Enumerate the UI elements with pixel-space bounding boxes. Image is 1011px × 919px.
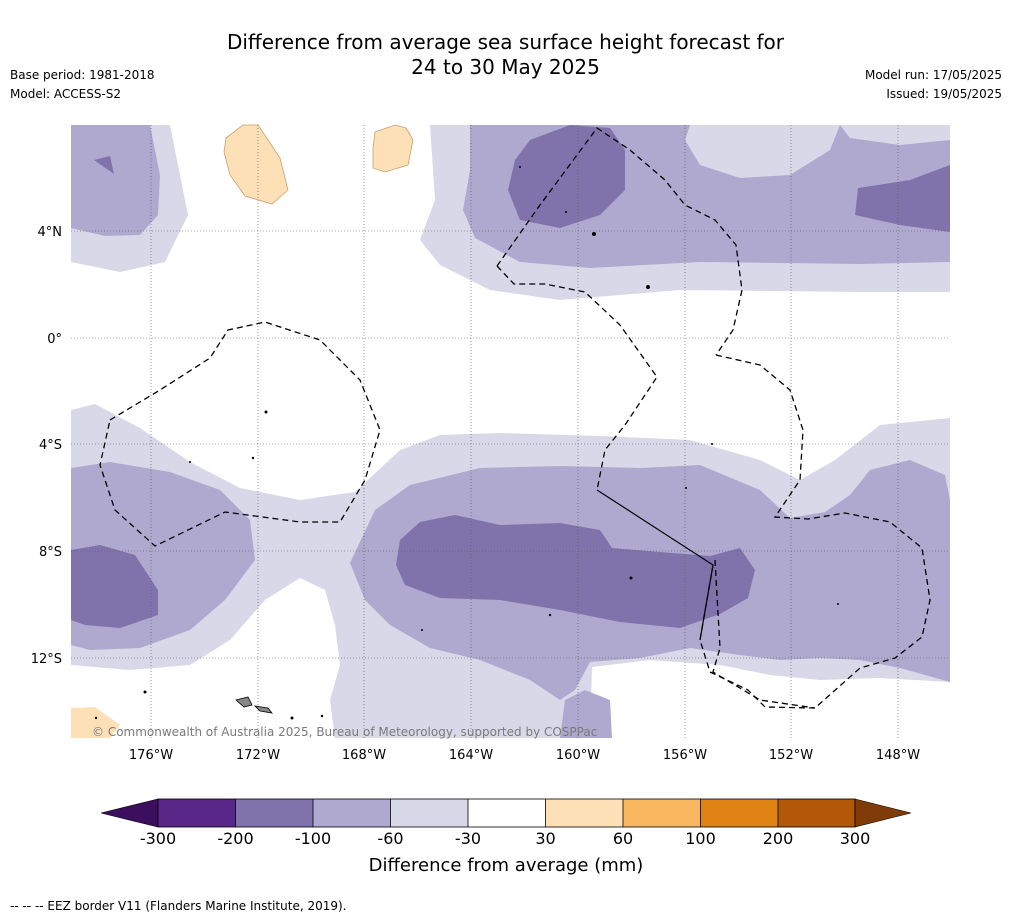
contour-nw-mid <box>71 125 160 236</box>
contour-south-white-2 <box>590 660 950 738</box>
colorbar-segment <box>313 799 391 827</box>
lon-labels: 176°W 172°W 168°W 164°W 160°W 156°W 152°… <box>129 748 920 763</box>
colorbar-tick: -300 <box>140 829 176 848</box>
islet <box>290 716 294 720</box>
contour-south-strong-west <box>71 545 158 628</box>
eez-kiribati-south <box>496 265 658 491</box>
contour-north-ne-light <box>840 125 950 145</box>
title-line-2: 24 to 30 May 2025 <box>411 55 600 79</box>
islet <box>320 714 324 718</box>
colorbar-tick: -100 <box>295 829 331 848</box>
colorbar-segment <box>700 799 778 827</box>
colorbar-tick: 60 <box>613 829 633 848</box>
colorbar-tick: 30 <box>535 829 555 848</box>
base-period: Base period: 1981-2018 <box>10 68 155 82</box>
lon-label: 148°W <box>876 748 920 763</box>
colorbar-tick: 200 <box>763 829 794 848</box>
islet <box>519 166 521 168</box>
islet <box>143 690 147 694</box>
colorbar-segment <box>468 799 546 827</box>
contour-south-strong-main <box>396 515 755 628</box>
islet <box>711 443 713 445</box>
contour-south-mid-tongue <box>560 690 612 738</box>
islet <box>421 629 423 631</box>
contour-fields <box>71 125 950 738</box>
contour-south-white-1 <box>71 578 340 738</box>
lon-label: 164°W <box>449 748 493 763</box>
land-masses <box>94 124 839 720</box>
colorbar-tick: -60 <box>377 829 403 848</box>
colorbar: -300 -200 -100 -60 -30 30 60 100 200 300… <box>100 798 912 876</box>
copyright-notice: © Commonwealth of Australia 2025, Bureau… <box>92 725 597 739</box>
island-north-1 <box>223 124 289 205</box>
colorbar-segment <box>623 799 701 827</box>
islet <box>646 285 650 289</box>
colorbar-tick: 100 <box>685 829 716 848</box>
islet <box>189 461 191 463</box>
issued-date: Issued: 19/05/2025 <box>886 87 1002 101</box>
model-info: Base period: 1981-2018 Model: ACCESS-S2 <box>10 66 155 104</box>
islet <box>251 456 255 460</box>
lon-label: 172°W <box>236 748 280 763</box>
islet <box>685 487 687 489</box>
island-samoa-2 <box>253 705 273 714</box>
lon-label: 176°W <box>129 748 173 763</box>
eez-kiribati-north <box>496 127 743 356</box>
lon-label: 160°W <box>556 748 600 763</box>
model-run: Model run: 17/05/2025 <box>864 68 1002 82</box>
islet <box>592 232 596 236</box>
islet <box>837 603 839 605</box>
island-north-2 <box>372 124 414 173</box>
eez-south-east <box>712 559 816 709</box>
contour-north-strong <box>508 125 625 228</box>
colorbar-title: Difference from average (mm) <box>369 855 644 876</box>
run-info: Model run: 17/05/2025 Issued: 19/05/2025 <box>865 66 1002 104</box>
eez-legend-note: -- -- -- EEZ border V11 (Flanders Marine… <box>10 899 347 913</box>
contour-north-hole <box>685 125 840 178</box>
gridlines <box>71 125 950 738</box>
eez-tokelau-tuvalu <box>99 321 381 547</box>
contour-north-east-strong <box>855 165 950 232</box>
islet <box>629 576 633 580</box>
lon-label: 152°W <box>769 748 813 763</box>
chart-title: Difference from average sea surface heig… <box>0 30 1011 80</box>
colorbar-tick: -200 <box>217 829 253 848</box>
islet <box>264 410 268 414</box>
lon-label: 168°W <box>342 748 386 763</box>
model-name: Model: ACCESS-S2 <box>10 87 122 101</box>
colorbar-tick: -30 <box>455 829 481 848</box>
eez-borders <box>99 127 931 709</box>
colorbar-segment <box>778 799 855 827</box>
islet <box>565 211 567 213</box>
islet <box>548 613 552 617</box>
eez-east-loop <box>699 354 931 709</box>
lat-label: 8°S <box>39 545 62 560</box>
colorbar-tick: 300 <box>840 829 871 848</box>
lat-label: 0° <box>47 332 62 347</box>
colorbar-segment <box>158 799 236 827</box>
lat-label: 12°S <box>31 652 62 667</box>
colorbar-min-arrow <box>100 798 159 828</box>
island-samoa-1 <box>235 696 253 708</box>
colorbar-max-arrow <box>854 798 912 828</box>
eez-solid-segment <box>596 489 714 641</box>
colorbar-segment <box>545 799 623 827</box>
islet <box>94 716 98 720</box>
lon-label: 156°W <box>663 748 707 763</box>
colorbar-segment <box>235 799 313 827</box>
lat-labels: 4°N 0° 4°S 8°S 12°S <box>31 225 62 667</box>
title-line-1: Difference from average sea surface heig… <box>226 30 785 54</box>
contour-sw-positive <box>71 707 120 738</box>
lat-label: 4°N <box>38 225 63 240</box>
colorbar-segment <box>390 799 468 827</box>
lat-label: 4°S <box>39 438 62 453</box>
contour-nw-strong <box>94 156 114 174</box>
